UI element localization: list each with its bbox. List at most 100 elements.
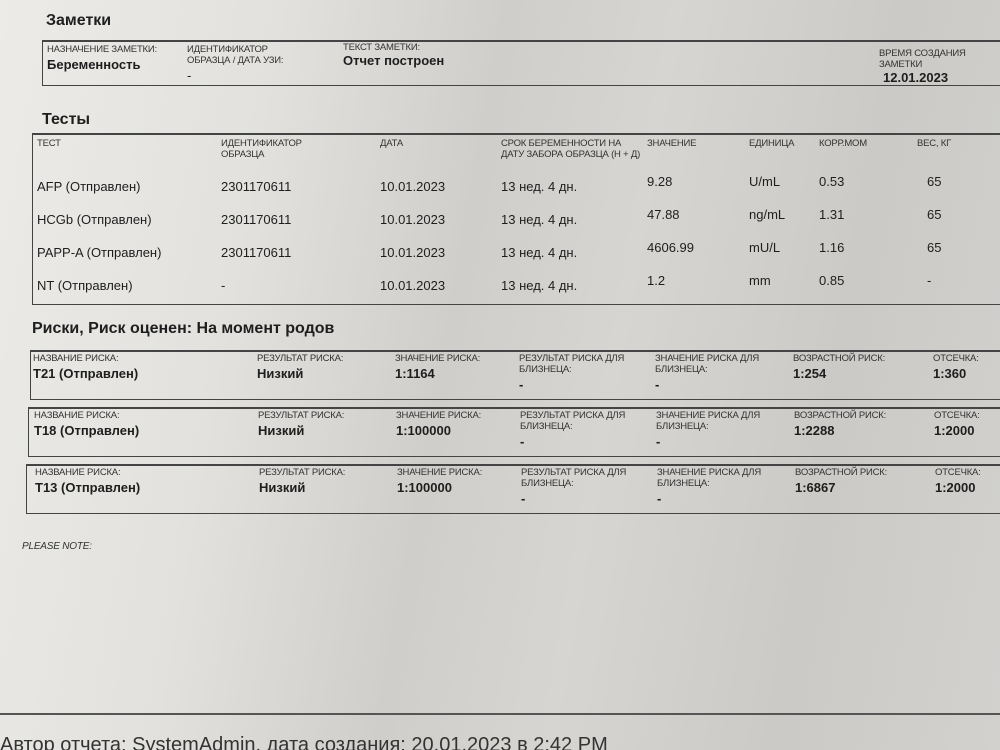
table-cell: - — [927, 273, 932, 288]
risk-label: ОТСЕЧКА: — [934, 410, 980, 421]
table-cell: 13 нед. 4 дн. — [501, 179, 578, 194]
note-text-label: ТЕКСТ ЗАМЕТКИ: — [343, 42, 420, 53]
risk-label: РЕЗУЛЬТАТ РИСКА: — [257, 353, 344, 364]
tests-header: КОРР.МОМ — [819, 138, 867, 149]
table-cell: 1.16 — [819, 240, 845, 255]
table-cell: HCGb (Отправлен) — [37, 212, 152, 227]
note-text-value: Отчет построен — [343, 53, 445, 68]
risk-value: - — [657, 491, 662, 506]
risk-value: 1:6867 — [795, 480, 836, 495]
risk-value: T18 (Отправлен) — [34, 423, 140, 438]
risk-value: 1:2000 — [935, 480, 976, 495]
table-cell: 4606.99 — [647, 240, 694, 255]
risk-label: РЕЗУЛЬТАТ РИСКА ДЛЯ БЛИЗНЕЦА: — [520, 410, 626, 432]
table-cell: - — [221, 278, 226, 293]
risk-box: НАЗВАНИЕ РИСКА: T18 (Отправлен) РЕЗУЛЬТАТ … — [28, 407, 1000, 457]
table-cell: mm — [749, 273, 771, 288]
risk-value: 1:100000 — [397, 480, 452, 495]
notes-title: Заметки — [46, 12, 112, 29]
table-cell: 10.01.2023 — [380, 212, 446, 227]
table-cell: 13 нед. 4 дн. — [501, 212, 578, 227]
sample-value: - — [187, 68, 192, 83]
table-cell: mU/L — [749, 240, 781, 255]
risk-value: 1:2000 — [934, 423, 975, 438]
tests-header: СРОК БЕРЕМЕННОСТИ НА ДАТУ ЗАБОРА ОБРАЗЦА… — [501, 138, 641, 160]
table-cell: 10.01.2023 — [380, 245, 446, 260]
notes-box: НАЗНАЧЕНИЕ ЗАМЕТКИ: Беременность ИДЕНТИФ… — [42, 40, 1000, 86]
risk-value: - — [521, 491, 526, 506]
risk-value: Низкий — [258, 423, 305, 438]
table-cell: U/mL — [749, 174, 781, 189]
tests-header: ЕДИНИЦА — [749, 138, 795, 149]
table-cell: 65 — [927, 240, 942, 255]
table-cell: 13 нед. 4 дн. — [501, 245, 578, 260]
risk-box: НАЗВАНИЕ РИСКА: T21 (Отправлен) РЕЗУЛЬТАТ … — [30, 350, 1000, 400]
risk-label: НАЗВАНИЕ РИСКА: — [35, 467, 121, 478]
risk-value: 1:2288 — [794, 423, 835, 438]
footer-divider — [0, 713, 1000, 715]
risk-value: Низкий — [259, 480, 306, 495]
created-value: 12.01.2023 — [883, 70, 949, 85]
risk-value: T21 (Отправлен) — [33, 366, 139, 381]
risk-label: РЕЗУЛЬТАТ РИСКА ДЛЯ БЛИЗНЕЦА: — [519, 353, 625, 375]
risk-value: - — [520, 434, 525, 449]
risk-value: 1:100000 — [396, 423, 451, 438]
sample-label: ИДЕНТИФИКАТОР ОБРАЗЦА / ДАТА УЗИ: — [187, 44, 284, 66]
table-cell: AFP (Отправлен) — [37, 179, 141, 194]
risk-label: РЕЗУЛЬТАТ РИСКА: — [259, 467, 346, 478]
table-cell: 0.53 — [819, 174, 845, 189]
table-cell: 10.01.2023 — [380, 179, 446, 194]
risk-label: ЗНАЧЕНИЕ РИСКА: — [395, 353, 481, 364]
tests-table: ТЕСТ ИДЕНТИФИКАТОР ОБРАЗЦА ДАТА СРОК БЕРЕМЕ… — [32, 133, 1000, 305]
table-cell: ng/mL — [749, 207, 786, 222]
risk-box: НАЗВАНИЕ РИСКА: T13 (Отправлен) РЕЗУЛЬТАТ … — [26, 464, 1000, 514]
risk-label: ОТСЕЧКА: — [935, 467, 981, 478]
risk-label: ОТСЕЧКА: — [933, 353, 979, 364]
risk-label: ЗНАЧЕНИЕ РИСКА ДЛЯ БЛИЗНЕЦА: — [656, 410, 760, 432]
risk-label: РЕЗУЛЬТАТ РИСКА: — [258, 410, 345, 421]
please-note: PLEASE NOTE: — [22, 541, 92, 552]
purpose-value: Беременность — [47, 57, 141, 72]
tests-header: ВЕС, КГ — [917, 138, 952, 149]
tests-header: ДАТА — [380, 138, 404, 149]
risk-label: ВОЗРАСТНОЙ РИСК: — [795, 467, 888, 478]
risk-label: ЗНАЧЕНИЕ РИСКА ДЛЯ БЛИЗНЕЦА: — [657, 467, 761, 489]
table-cell: 2301170611 — [221, 212, 292, 227]
table-cell: 65 — [927, 174, 942, 189]
table-cell: 0.85 — [819, 273, 845, 288]
table-cell: 65 — [927, 207, 942, 222]
tests-title: Тесты — [42, 111, 91, 128]
risk-label: НАЗВАНИЕ РИСКА: — [33, 353, 119, 364]
risk-value: 1:254 — [793, 366, 827, 381]
risk-label: ВОЗРАСТНОЙ РИСК: — [793, 353, 886, 364]
risk-label: НАЗВАНИЕ РИСКА: — [34, 410, 120, 421]
table-cell: 47.88 — [647, 207, 680, 222]
risk-label: ЗНАЧЕНИЕ РИСКА: — [396, 410, 482, 421]
risk-label: РЕЗУЛЬТАТ РИСКА ДЛЯ БЛИЗНЕЦА: — [521, 467, 627, 489]
table-cell: 9.28 — [647, 174, 673, 189]
tests-header: ИДЕНТИФИКАТОР ОБРАЗЦА — [221, 138, 302, 160]
tests-header: ТЕСТ — [37, 138, 61, 149]
risk-value: - — [655, 377, 660, 392]
risk-label: ВОЗРАСТНОЙ РИСК: — [794, 410, 887, 421]
created-label: ВРЕМЯ СОЗДАНИЯ ЗАМЕТКИ — [879, 48, 966, 70]
table-cell: 2301170611 — [221, 179, 292, 194]
tests-header: ЗНАЧЕНИЕ — [647, 138, 697, 149]
risk-label: ЗНАЧЕНИЕ РИСКА: — [397, 467, 483, 478]
table-cell: 2301170611 — [221, 245, 292, 260]
risk-label: ЗНАЧЕНИЕ РИСКА ДЛЯ БЛИЗНЕЦА: — [655, 353, 759, 375]
table-cell: 1.31 — [819, 207, 845, 222]
purpose-label: НАЗНАЧЕНИЕ ЗАМЕТКИ: — [47, 44, 157, 55]
table-cell: NT (Отправлен) — [37, 278, 133, 293]
table-cell: 10.01.2023 — [380, 278, 446, 293]
table-cell: 13 нед. 4 дн. — [501, 278, 578, 293]
footer-text: Автор отчета: SystemAdmin, дата создания… — [0, 734, 608, 750]
table-cell: PAPP-A (Отправлен) — [37, 245, 162, 260]
risk-value: - — [656, 434, 661, 449]
table-cell: 1.2 — [647, 273, 666, 288]
risk-value: 1:360 — [933, 366, 967, 381]
risk-value: Низкий — [257, 366, 304, 381]
risk-value: T13 (Отправлен) — [35, 480, 141, 495]
risk-value: 1:1164 — [395, 366, 435, 381]
risks-title: Риски, Риск оценен: На момент родов — [32, 320, 335, 337]
